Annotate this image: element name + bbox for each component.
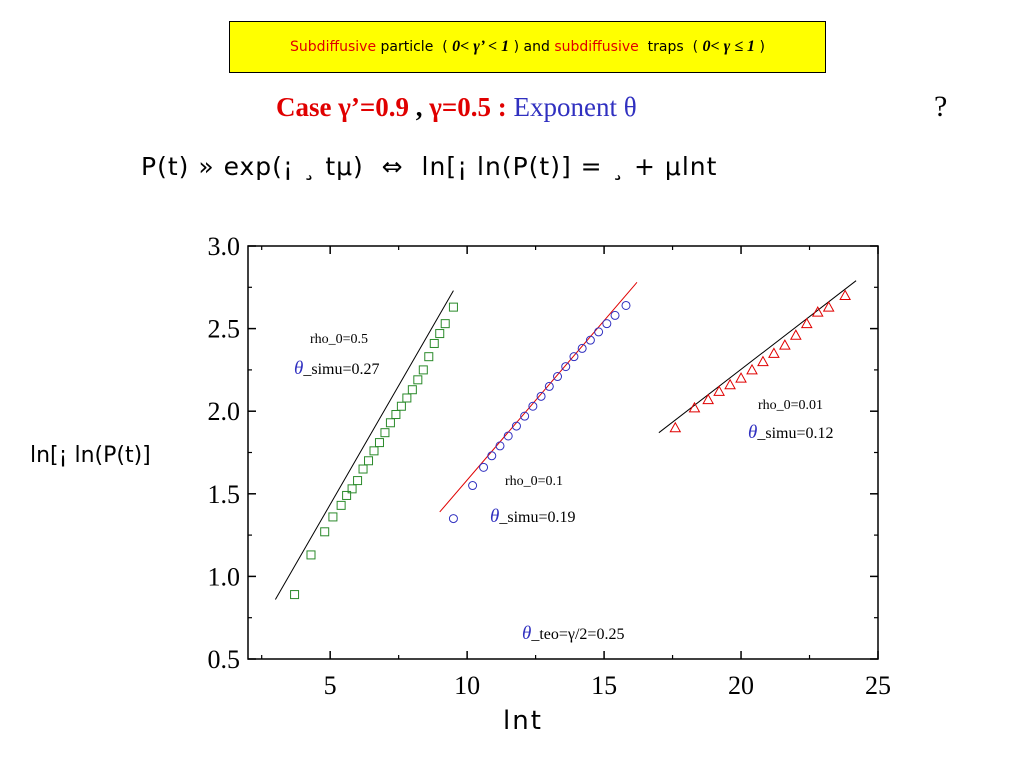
x-axis-label: lnt — [503, 706, 543, 736]
subtitle-banner: Subdiffusive particle ( 0< γ’ < 1 ) and … — [229, 21, 826, 73]
data-point-square — [413, 375, 423, 385]
data-point-square — [364, 456, 374, 466]
data-point-square — [429, 338, 439, 348]
case-sep: , — [409, 92, 430, 122]
x-tick-label: 5 — [324, 671, 337, 700]
banner-particle: particle ( — [376, 39, 453, 55]
x-tick-label: 10 — [454, 671, 480, 700]
data-point-triangle — [839, 289, 851, 301]
case-title: Case γ’=0.9 , γ=0.5 : Exponent θ — [276, 92, 637, 123]
data-point-triangle — [789, 329, 802, 340]
y-tick-label: 3.0 — [208, 232, 241, 261]
formula: P(t) » exp(¡ ¸ tμ) ⇔ ln[¡ ln(P(t)] = ¸ +… — [141, 152, 718, 181]
banner-traps: traps ( — [638, 39, 703, 55]
rho-label: rho_0=0.1 — [505, 474, 563, 489]
banner-and: ) and — [509, 39, 555, 55]
data-point-triangle — [800, 317, 813, 329]
data-point-square — [369, 446, 379, 456]
case-label: Case γ’=0.9 — [276, 92, 409, 122]
data-point-square — [347, 484, 357, 494]
data-point-triangle — [724, 378, 736, 390]
data-point-square — [374, 438, 384, 448]
data-point-circle — [544, 381, 554, 391]
data-point-square — [336, 500, 346, 510]
data-point-circle — [561, 362, 571, 372]
data-point-square — [402, 393, 412, 403]
data-point-circle — [536, 391, 546, 401]
banner-close: ) — [755, 39, 765, 55]
y-tick-label: 1.0 — [208, 562, 241, 591]
data-point-triangle — [811, 306, 824, 317]
data-point-circle — [479, 462, 489, 472]
theta-label: θ_simu=0.12 — [748, 422, 833, 443]
data-point-square — [306, 550, 316, 560]
data-point-circle — [594, 327, 604, 337]
case-exponent: Exponent θ — [506, 92, 637, 122]
data-point-square — [391, 410, 401, 420]
y-tick-label: 2.0 — [208, 397, 241, 426]
question-mark: ? — [934, 90, 948, 123]
data-point-square — [418, 365, 428, 375]
x-tick-label: 25 — [865, 671, 891, 700]
rho-label: rho_0=0.01 — [758, 398, 823, 413]
x-tick-label: 20 — [728, 671, 754, 700]
fit-line-0 — [274, 290, 454, 600]
banner-math-1: 0< γ’ < 1 — [452, 38, 510, 55]
data-point-square — [320, 527, 330, 537]
data-point-circle — [569, 352, 579, 362]
y-tick-label: 1.5 — [208, 480, 241, 509]
theta-label: θ_simu=0.27 — [294, 358, 379, 379]
y-tick-label: 0.5 — [208, 645, 241, 674]
data-point-triangle — [746, 363, 758, 375]
data-point-square — [358, 464, 368, 474]
banner-math-2: 0< γ ≤ 1 — [702, 38, 756, 55]
data-point-circle — [610, 310, 620, 320]
x-tick-label: 15 — [591, 671, 617, 700]
data-point-square — [353, 476, 363, 486]
data-point-triangle — [735, 372, 747, 383]
data-point-circle — [528, 401, 538, 411]
rho-label: rho_0=0.5 — [310, 332, 368, 347]
y-axis-label: ln[¡ ln(P(t)] — [30, 443, 151, 468]
data-point-square — [396, 401, 406, 411]
data-point-circle — [511, 421, 521, 431]
data-point-circle — [503, 431, 513, 441]
data-point-circle — [448, 514, 458, 524]
y-tick-label: 2.5 — [208, 315, 241, 344]
data-point-circle — [585, 335, 595, 345]
data-point-square — [342, 490, 352, 500]
data-point-square — [380, 428, 390, 438]
data-point-circle — [602, 319, 612, 329]
data-point-square — [385, 418, 395, 428]
case-gamma: γ=0.5 : — [429, 92, 507, 122]
data-point-circle — [468, 481, 478, 491]
theta-label: θ_simu=0.19 — [490, 506, 575, 527]
data-point-triangle — [757, 355, 769, 367]
data-point-square — [435, 329, 445, 339]
plot-frame — [247, 245, 879, 660]
data-point-circle — [577, 343, 587, 353]
data-point-triangle — [779, 339, 791, 350]
data-point-square — [290, 590, 300, 600]
data-point-triangle — [669, 421, 682, 433]
data-point-triangle — [688, 401, 701, 413]
data-point-triangle — [702, 393, 715, 405]
data-point-circle — [487, 451, 497, 461]
data-point-triangle — [713, 385, 725, 396]
data-point-square — [328, 512, 338, 522]
data-point-square — [407, 385, 417, 395]
data-point-square — [424, 352, 434, 362]
banner-subdiffusive-2: subdiffusive — [554, 39, 639, 55]
data-point-circle — [621, 300, 631, 310]
data-point-triangle — [822, 301, 835, 312]
data-point-square — [448, 302, 458, 312]
data-point-triangle — [768, 347, 780, 358]
banner-subdiffusive-1: Subdiffusive — [290, 39, 377, 55]
theta-label: θ_teo=γ/2=0.25 — [522, 623, 624, 644]
data-point-circle — [495, 441, 505, 451]
data-point-square — [440, 319, 450, 329]
data-point-circle — [553, 372, 563, 382]
data-point-circle — [520, 411, 530, 421]
